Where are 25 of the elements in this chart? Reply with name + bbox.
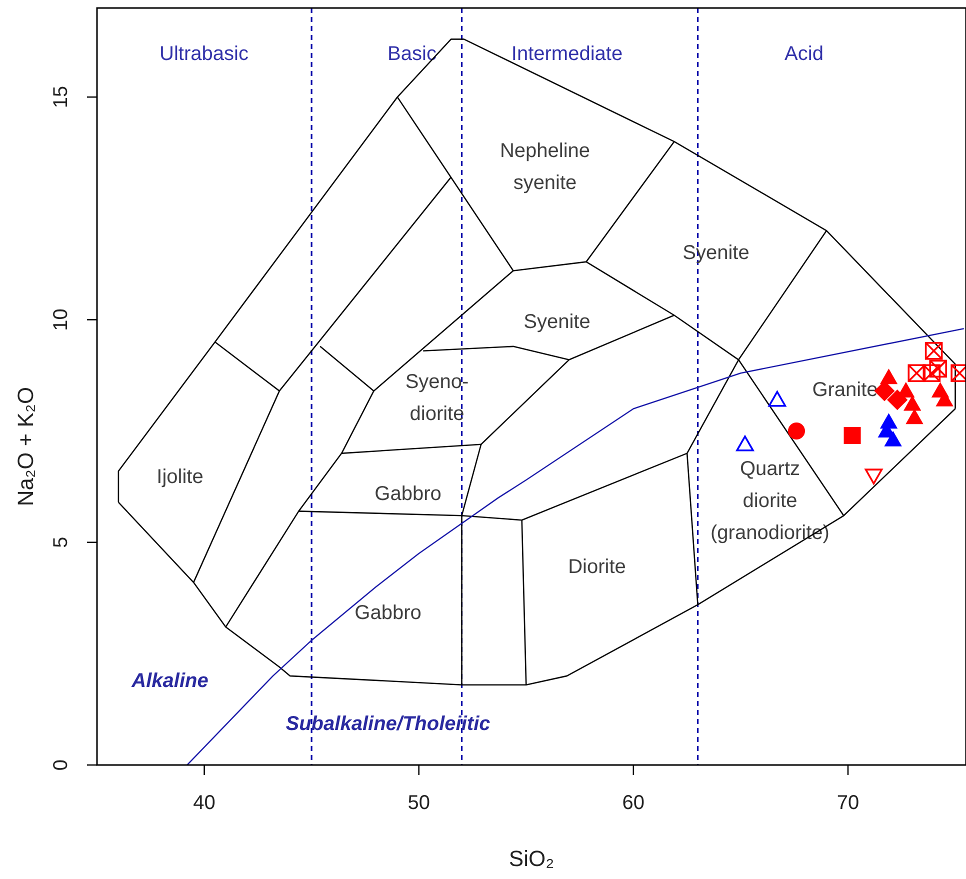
annotation: Ijolite [156, 466, 204, 488]
annotation: Syenite [682, 242, 750, 264]
annotation: Diorite [568, 556, 626, 578]
y-axis-title: Na₂O + K₂O [13, 386, 38, 506]
annotation: Alkaline [130, 670, 208, 692]
x-tick-label: 50 [408, 792, 430, 814]
annotation: Ultrabasic [160, 43, 248, 65]
annotation: Granite [812, 379, 878, 401]
annotation: Intermediate [511, 43, 623, 65]
annotation: Syenite [524, 311, 590, 333]
annotation: Basic [388, 43, 436, 65]
x-tick-label: 40 [193, 792, 216, 814]
x-axis-title: SiO₂ [508, 846, 554, 871]
y-tick-label: 0 [50, 759, 72, 771]
annotation: Subalkaline/Tholeiitic [286, 713, 490, 735]
annotation: Gabbro [354, 602, 422, 624]
y-tick-label: 10 [50, 308, 72, 331]
annotation: Gabbro [374, 483, 442, 505]
y-tick-label: 5 [50, 536, 72, 548]
annotation: Acid [784, 43, 824, 65]
annotation: Syeno- diorite [405, 371, 469, 425]
y-tick-label: 15 [50, 86, 72, 108]
annotation: Nepheline syenite [500, 140, 590, 194]
x-tick-label: 60 [622, 792, 645, 814]
x-tick-label: 70 [836, 792, 860, 814]
